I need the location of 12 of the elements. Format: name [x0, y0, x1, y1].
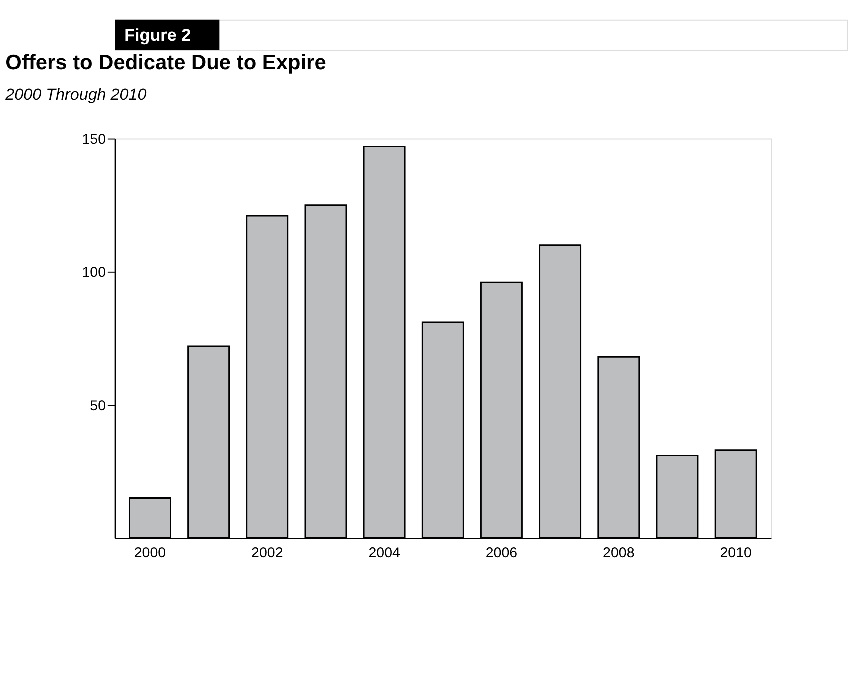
y-tick-label: 50: [90, 398, 106, 414]
x-tick-label: 2002: [252, 546, 284, 562]
y-tick-label: 150: [82, 132, 106, 148]
x-tick-label: 2010: [720, 546, 752, 562]
x-tick-label: 2000: [134, 546, 166, 562]
y-tick-label: 100: [82, 265, 106, 282]
x-tick-label: 2008: [603, 546, 635, 562]
chart-subtitle: 2000 Through 2010: [4, 86, 147, 104]
caption: Figure 2: [124, 26, 192, 45]
x-tick-label: 2004: [368, 546, 400, 562]
chart-title: Offers to Dedicate Due to Expire: [6, 51, 326, 74]
x-tick-label: 2006: [486, 546, 518, 562]
